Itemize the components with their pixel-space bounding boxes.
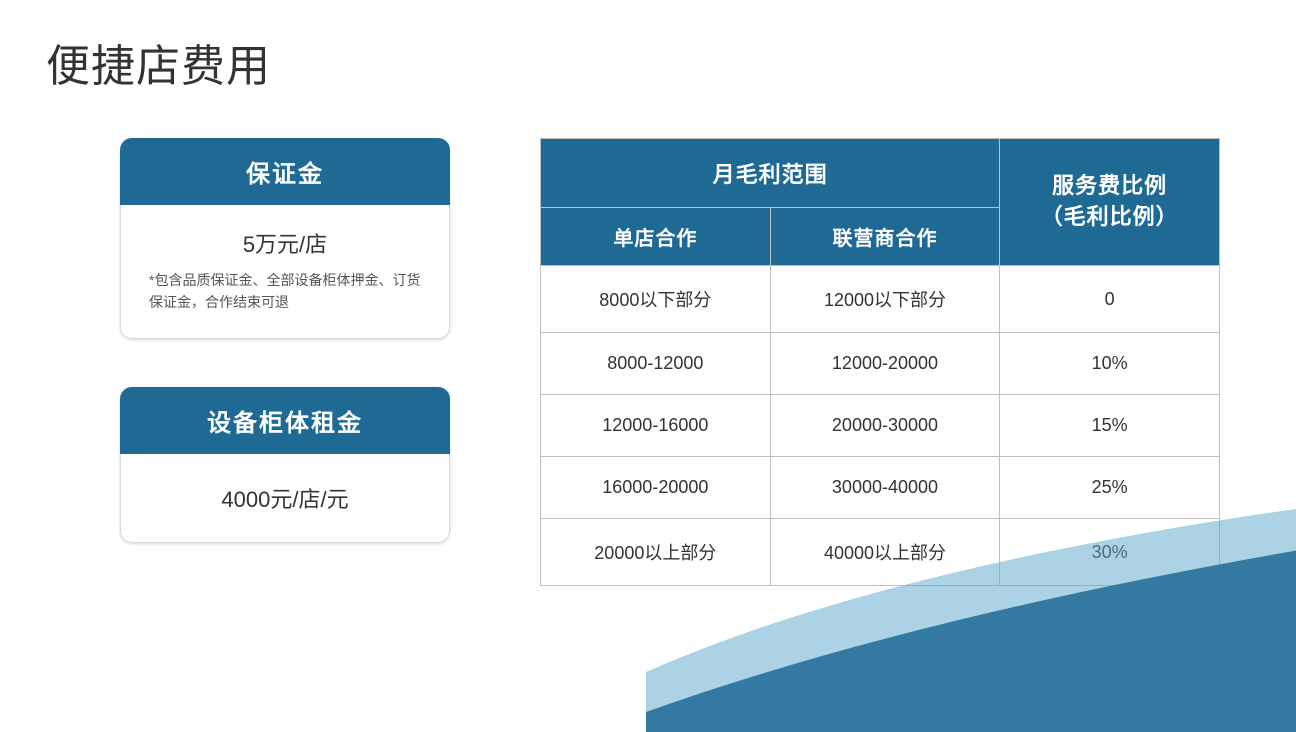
cell-single: 20000以上部分: [541, 519, 771, 586]
cell-single: 16000-20000: [541, 457, 771, 519]
deposit-card: 保证金 5万元/店 *包含品质保证金、全部设备柜体押金、订货保证金，合作结束可退: [120, 138, 450, 339]
cell-joint: 12000-20000: [770, 333, 1000, 395]
deposit-card-body: 5万元/店 *包含品质保证金、全部设备柜体押金、订货保证金，合作结束可退: [120, 205, 450, 339]
rent-card-body: 4000元/店/元: [120, 454, 450, 543]
table-row: 16000-20000 30000-40000 25%: [541, 457, 1220, 519]
cell-joint: 40000以上部分: [770, 519, 1000, 586]
rent-value: 4000元/店/元: [221, 487, 348, 512]
left-column: 保证金 5万元/店 *包含品质保证金、全部设备柜体押金、订货保证金，合作结束可退…: [120, 138, 450, 586]
cell-ratio: 15%: [1000, 395, 1220, 457]
table-header-row-1: 月毛利范围 服务费比例 （毛利比例）: [541, 139, 1220, 208]
cell-joint: 12000以下部分: [770, 266, 1000, 333]
rent-card-title: 设备柜体租金: [120, 387, 450, 454]
deposit-note: *包含品质保证金、全部设备柜体押金、订货保证金，合作结束可退: [149, 269, 421, 314]
table-row: 20000以上部分 40000以上部分 30%: [541, 519, 1220, 586]
cell-ratio: 30%: [1000, 519, 1220, 586]
cell-ratio: 0: [1000, 266, 1220, 333]
subheader-single: 单店合作: [541, 208, 771, 266]
header-service-ratio: 服务费比例 （毛利比例）: [1000, 139, 1220, 266]
content-area: 保证金 5万元/店 *包含品质保证金、全部设备柜体押金、订货保证金，合作结束可退…: [0, 94, 1296, 586]
subheader-joint: 联营商合作: [770, 208, 1000, 266]
right-column: 月毛利范围 服务费比例 （毛利比例） 单店合作 联营商合作 8000以下部分 1…: [540, 138, 1256, 586]
cell-joint: 30000-40000: [770, 457, 1000, 519]
header-ratio-line1: 服务费比例: [1008, 171, 1211, 202]
cell-single: 8000以下部分: [541, 266, 771, 333]
cell-joint: 20000-30000: [770, 395, 1000, 457]
header-profit-range: 月毛利范围: [541, 139, 1000, 208]
deposit-value: 5万元/店: [149, 227, 421, 259]
cell-single: 8000-12000: [541, 333, 771, 395]
table-row: 12000-16000 20000-30000 15%: [541, 395, 1220, 457]
fee-table: 月毛利范围 服务费比例 （毛利比例） 单店合作 联营商合作 8000以下部分 1…: [540, 138, 1220, 586]
rent-card: 设备柜体租金 4000元/店/元: [120, 387, 450, 543]
header-ratio-line2: （毛利比例）: [1008, 202, 1211, 233]
page-title: 便捷店费用: [0, 0, 1296, 94]
cell-ratio: 10%: [1000, 333, 1220, 395]
deposit-card-title: 保证金: [120, 138, 450, 205]
table-row: 8000以下部分 12000以下部分 0: [541, 266, 1220, 333]
cell-single: 12000-16000: [541, 395, 771, 457]
table-row: 8000-12000 12000-20000 10%: [541, 333, 1220, 395]
cell-ratio: 25%: [1000, 457, 1220, 519]
